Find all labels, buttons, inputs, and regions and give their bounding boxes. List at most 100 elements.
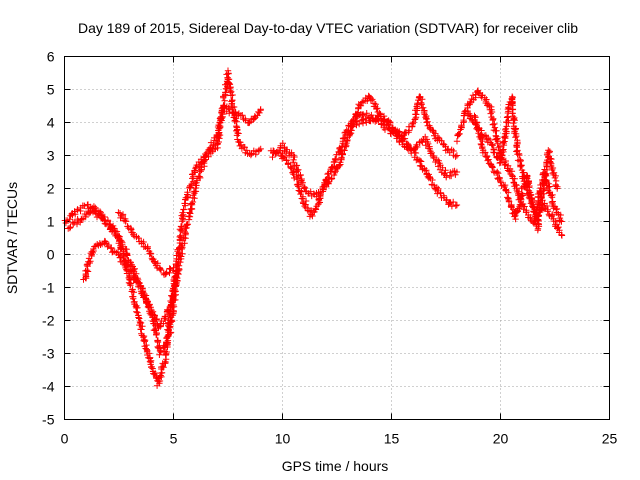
data-point: [517, 163, 524, 170]
data-point: [535, 211, 542, 219]
data-point: [149, 311, 157, 318]
data-point: [157, 347, 164, 354]
data-point: [412, 111, 419, 118]
data-point: [197, 174, 204, 182]
data-point: [466, 99, 474, 107]
data-point: [281, 153, 289, 161]
data-point: [135, 234, 142, 242]
data-point: [98, 212, 106, 220]
data-point: [79, 215, 87, 222]
data-point: [162, 270, 170, 277]
data-point: [489, 164, 496, 171]
data-point: [183, 220, 191, 228]
data-point: [291, 153, 298, 161]
data-point: [135, 314, 142, 321]
data-point: [294, 167, 301, 174]
data-point: [226, 110, 233, 117]
data-point: [418, 101, 425, 108]
data-point: [164, 337, 172, 344]
data-point: [151, 369, 159, 377]
data-point: [148, 306, 155, 314]
data-point: [158, 369, 166, 376]
data-point: [443, 196, 450, 203]
data-point: [97, 241, 104, 248]
data-point: [338, 151, 346, 158]
data-point: [328, 175, 335, 183]
data-point: [478, 134, 485, 141]
data-point: [170, 295, 177, 302]
data-point: [302, 197, 310, 205]
data-point: [69, 211, 76, 219]
y-tick-label: -1: [42, 280, 55, 296]
y-tick-label: -4: [42, 379, 55, 395]
data-point: [210, 141, 217, 148]
data-point: [554, 185, 561, 192]
data-point: [256, 109, 263, 117]
data-point: [179, 209, 186, 216]
data-point: [510, 206, 517, 213]
data-point: [141, 337, 149, 344]
data-point: [513, 142, 520, 150]
x-tick-label: 20: [493, 431, 509, 447]
data-point: [437, 190, 444, 197]
data-point: [226, 87, 234, 94]
data-point: [154, 260, 161, 267]
series-track-d: [115, 209, 177, 278]
y-tick-label: 4: [47, 115, 55, 131]
data-point: [153, 330, 160, 337]
data-point: [488, 141, 495, 148]
data-point: [558, 218, 565, 225]
data-point: [493, 136, 500, 143]
data-point: [122, 218, 129, 225]
data-point: [166, 265, 173, 272]
data-point: [332, 155, 339, 162]
data-point: [297, 171, 304, 179]
data-point: [372, 116, 379, 124]
data-point: [181, 228, 188, 236]
data-point: [491, 124, 499, 131]
data-point: [67, 223, 74, 231]
data-point: [479, 143, 486, 151]
data-point: [136, 315, 143, 322]
data-point: [96, 208, 104, 215]
y-tick-label: 3: [47, 148, 55, 164]
data-point: [115, 251, 123, 258]
data-point: [534, 217, 541, 224]
data-point: [368, 111, 375, 119]
data-point: [299, 179, 306, 186]
data-point: [226, 80, 233, 87]
x-tick-label: 5: [170, 431, 178, 447]
grid: [64, 56, 610, 420]
data-point: [243, 147, 250, 154]
data-point: [530, 208, 537, 215]
data-point: [541, 185, 548, 193]
data-point: [541, 171, 548, 179]
y-tick-label: 5: [47, 82, 55, 98]
data-point: [124, 263, 131, 270]
data-point: [417, 162, 424, 169]
data-point: [542, 172, 550, 180]
data-point: [452, 153, 459, 160]
data-point: [479, 137, 486, 145]
data-point: [127, 267, 134, 275]
data-point: [123, 251, 131, 258]
series-track-c: [80, 237, 182, 358]
data-point: [134, 309, 141, 316]
data-point: [153, 331, 160, 339]
x-tick-label: 0: [61, 431, 69, 447]
data-point: [510, 119, 517, 127]
data-point: [295, 187, 302, 194]
data-point: [118, 238, 125, 245]
data-point: [551, 174, 559, 182]
data-point: [157, 266, 165, 274]
series-track-j: [471, 112, 561, 234]
series-track-g: [345, 93, 461, 160]
data-point: [154, 337, 161, 344]
data-point: [257, 106, 264, 113]
data-point: [163, 269, 170, 276]
data-point: [180, 206, 187, 213]
data-point: [115, 209, 122, 216]
data-point: [412, 149, 420, 157]
data-point: [225, 70, 232, 77]
data-point: [194, 177, 201, 184]
